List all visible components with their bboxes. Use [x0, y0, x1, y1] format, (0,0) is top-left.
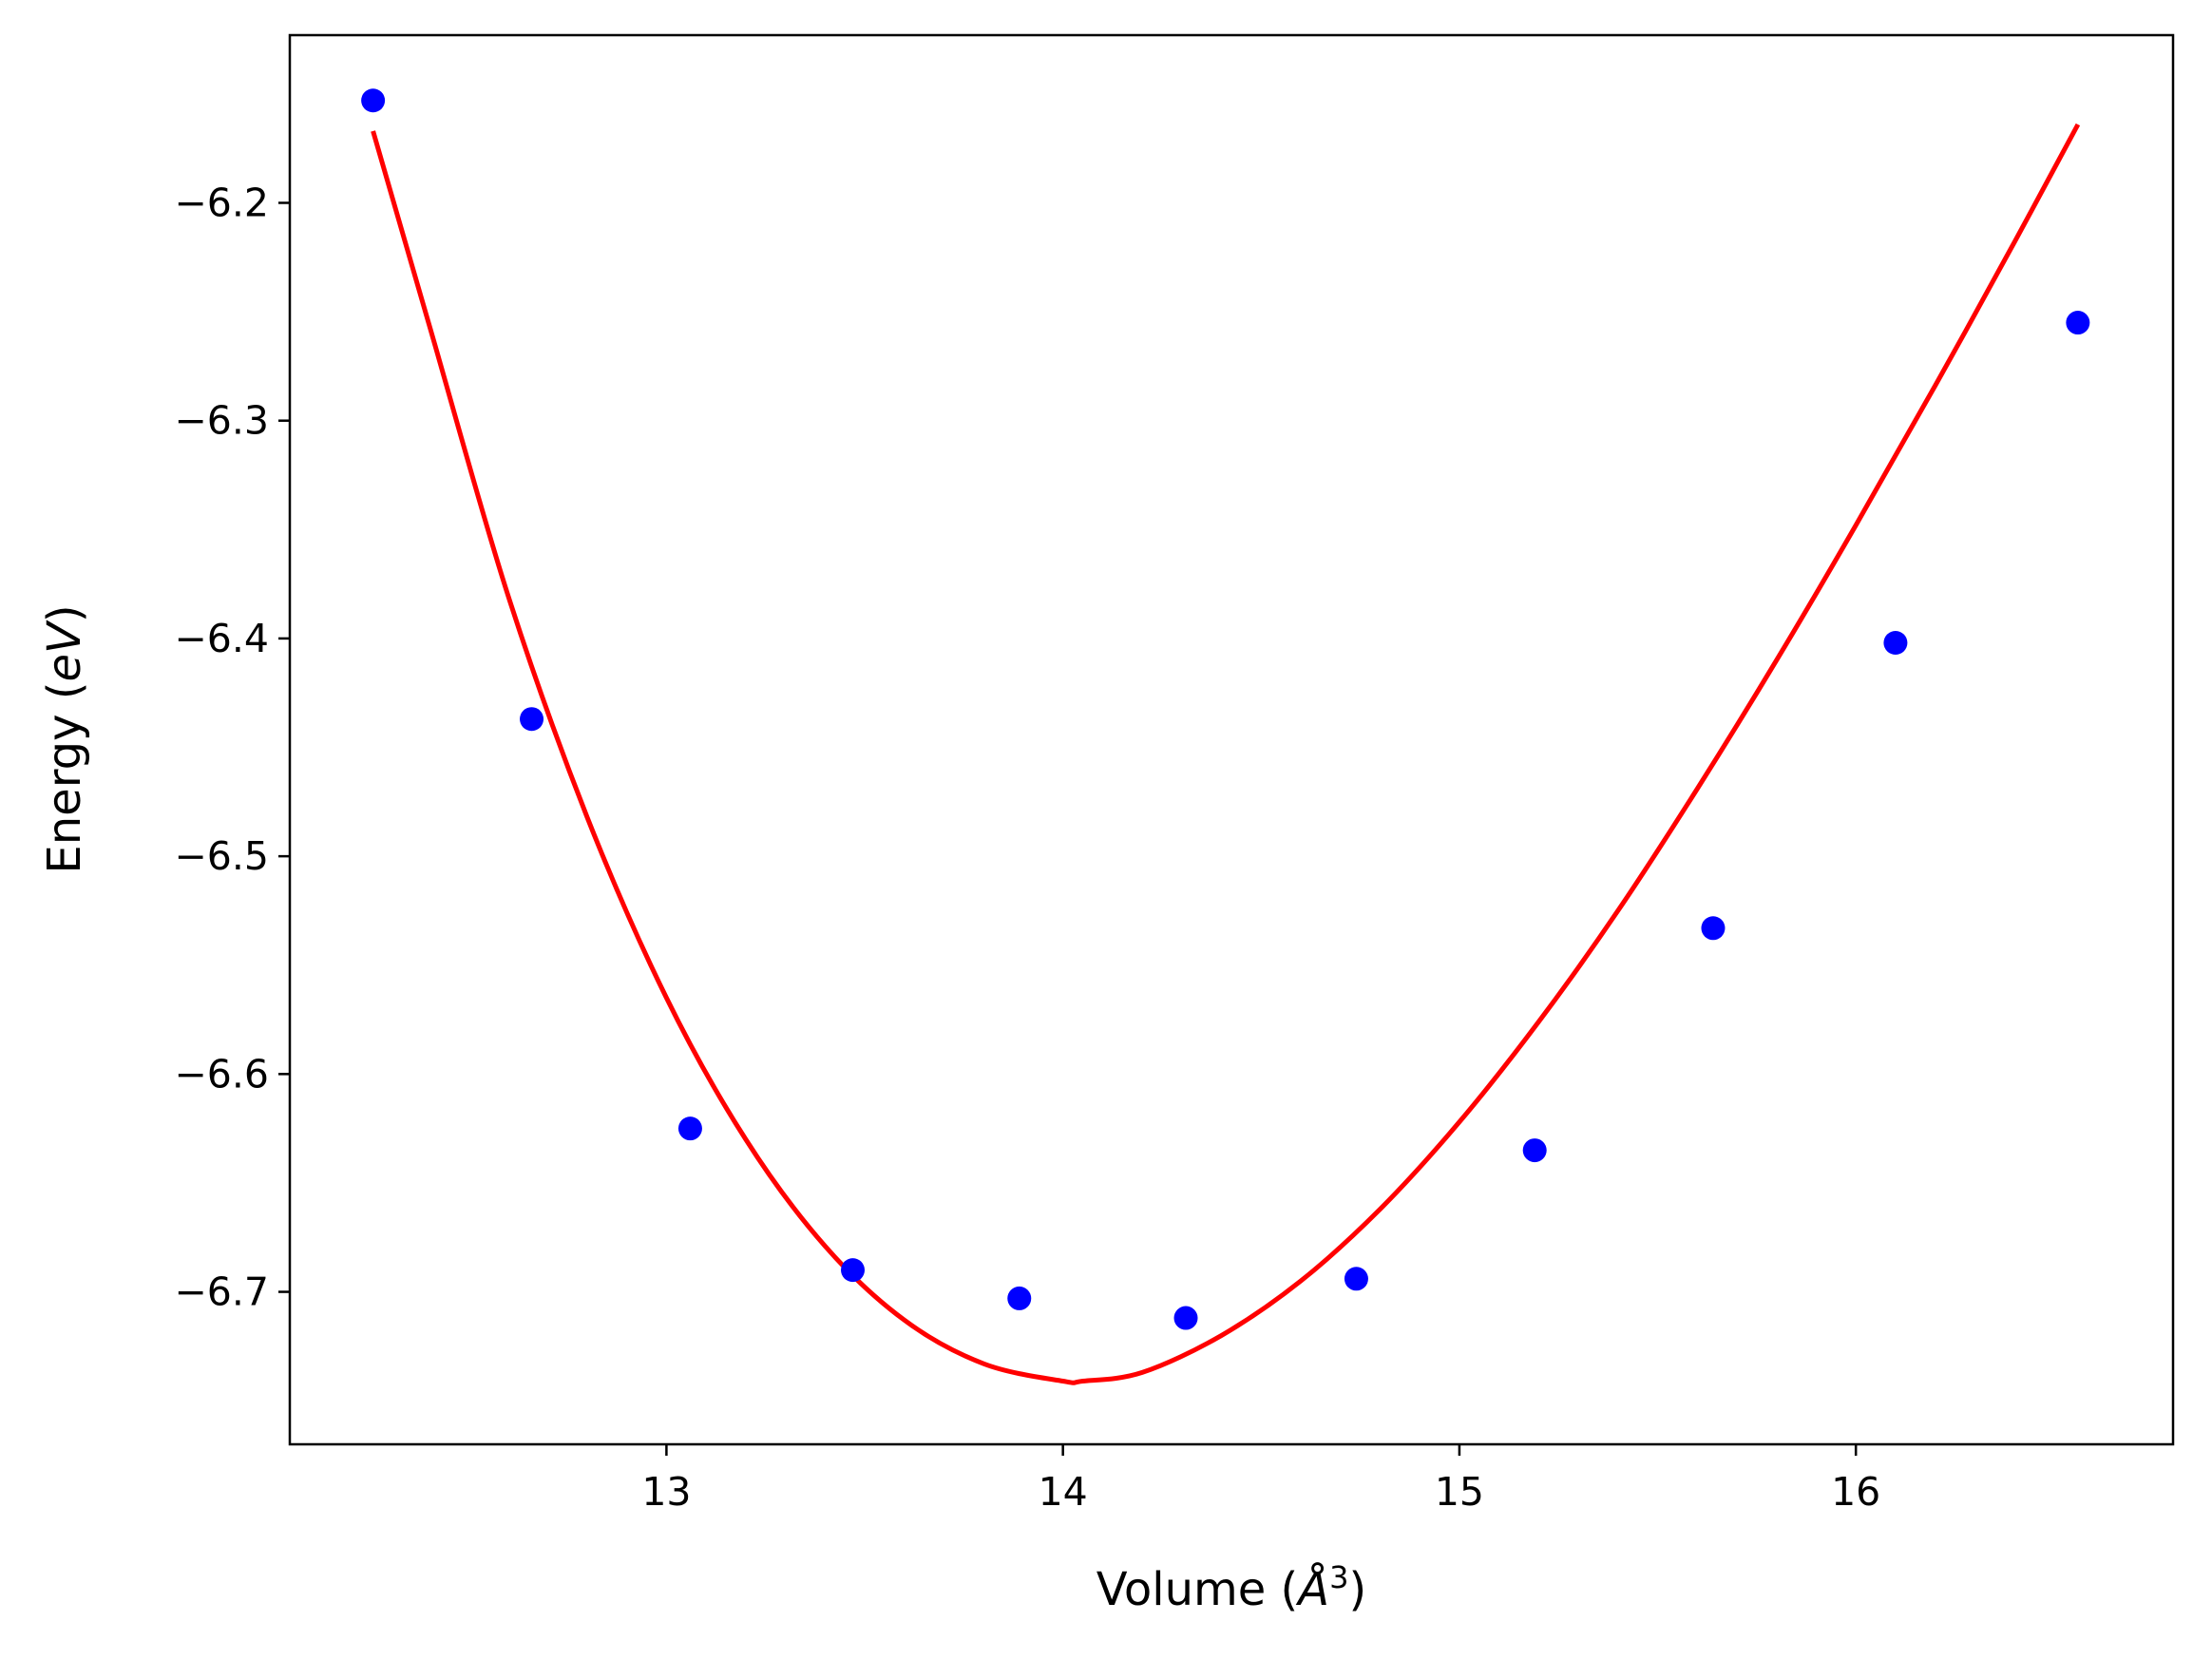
data-point: [1173, 1306, 1198, 1330]
y-tick-label: −6.3: [174, 398, 269, 444]
y-tick-label: −6.2: [174, 180, 269, 225]
y-tick-label: −6.4: [174, 616, 269, 661]
data-point: [2066, 311, 2090, 335]
data-point: [1007, 1286, 1032, 1310]
axis-ticks: 13 14 15 16 −6.2 −6.3 −6.4 −6.5 −6.6 −6.7: [174, 180, 1880, 1515]
x-tick-label: 14: [1039, 1469, 1088, 1515]
data-point: [520, 707, 544, 732]
data-points-group: [361, 88, 2090, 1330]
data-point: [361, 88, 386, 113]
data-point: [1344, 1267, 1368, 1291]
data-point: [1883, 631, 1908, 656]
y-axis-label: Energy (eV): [38, 604, 91, 873]
plot-area-frame: [288, 33, 2175, 1446]
y-tick-label: −6.5: [174, 833, 269, 879]
data-point: [1522, 1138, 1547, 1163]
x-axis-label: Volume (Å3): [1096, 1559, 1366, 1616]
x-tick-label: 13: [641, 1469, 691, 1515]
fit-curve-group: [371, 123, 2081, 1385]
data-point: [841, 1258, 866, 1283]
data-point: [1701, 916, 1726, 941]
x-tick-label: 15: [1435, 1469, 1484, 1515]
x-tick-label: 16: [1831, 1469, 1880, 1515]
y-tick-label: −6.6: [174, 1051, 269, 1097]
data-point: [677, 1116, 702, 1141]
y-tick-label: −6.7: [174, 1269, 269, 1315]
fit-curve: [371, 123, 2081, 1385]
